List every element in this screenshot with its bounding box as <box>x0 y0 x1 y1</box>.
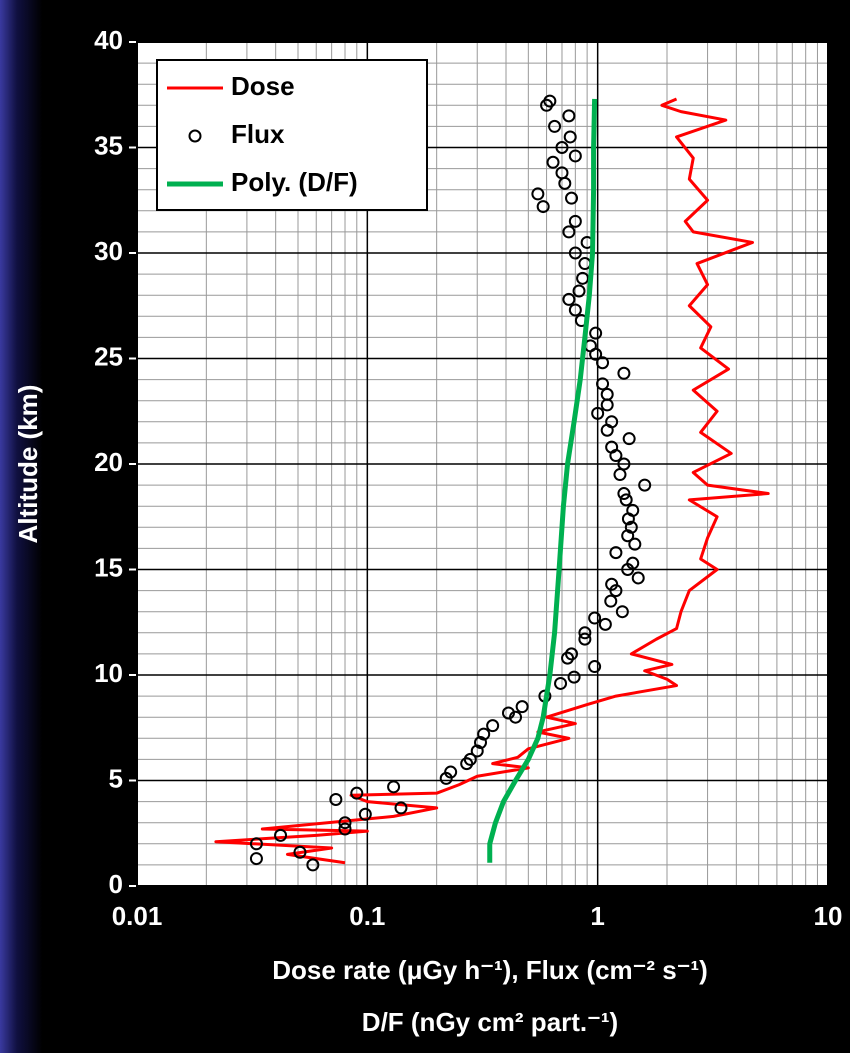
data-point <box>350 786 364 800</box>
data-point <box>578 632 592 646</box>
plot-border <box>136 41 829 887</box>
data-point <box>589 326 603 340</box>
data-point <box>531 187 545 201</box>
data-point <box>555 141 569 154</box>
y-tick-label: 15 <box>94 552 123 582</box>
y-tick-label: 25 <box>94 341 123 371</box>
legend-label: Flux <box>231 119 285 149</box>
data-point <box>576 271 590 285</box>
data-point <box>562 225 576 239</box>
data-point <box>596 377 610 391</box>
data-point <box>561 651 575 665</box>
data-point <box>548 119 562 133</box>
legend-label: Poly. (D/F) <box>231 167 358 197</box>
data-line <box>487 98 598 863</box>
data-point <box>568 214 582 228</box>
x-axis-label: Dose rate (μGy h⁻¹), Flux (cm⁻² s⁻¹) <box>272 955 708 985</box>
data-point <box>588 611 602 625</box>
data-point <box>509 710 523 724</box>
data-point <box>338 822 352 836</box>
data-point <box>474 736 488 750</box>
data-point <box>463 752 477 766</box>
data-point <box>605 440 619 454</box>
data-point <box>329 792 343 806</box>
data-point <box>536 200 550 214</box>
data-point <box>554 676 568 690</box>
data-point <box>293 845 307 859</box>
x-tick-label: 0.1 <box>349 901 385 931</box>
data-point <box>501 706 515 720</box>
data-point <box>477 727 491 741</box>
data-point <box>638 478 652 492</box>
data-point <box>470 744 484 758</box>
data-point <box>626 556 640 570</box>
data-point <box>624 520 638 534</box>
data-point <box>578 626 592 640</box>
data-point <box>631 571 645 585</box>
data-point <box>274 828 288 842</box>
data-point <box>515 700 529 714</box>
data-point <box>609 546 623 560</box>
legend-swatch <box>188 129 202 143</box>
data-point <box>591 406 605 420</box>
data-point <box>622 432 636 446</box>
data-point <box>249 852 263 866</box>
data-point <box>486 719 500 733</box>
data-point <box>387 780 401 794</box>
x-tick-label: 10 <box>814 901 843 931</box>
y-tick-label: 5 <box>109 763 123 793</box>
data-line <box>214 97 770 865</box>
y-tick-label: 40 <box>94 25 123 55</box>
data-point <box>555 166 569 180</box>
data-point <box>619 493 633 507</box>
legend-label: Dose <box>231 71 295 101</box>
data-point <box>617 366 631 380</box>
data-point <box>568 246 582 260</box>
y-axis-label: Altitude (km) <box>13 385 43 544</box>
data-point <box>358 807 372 821</box>
data-point <box>605 577 619 591</box>
x-tick-label: 0.01 <box>112 901 163 931</box>
data-point <box>306 858 320 872</box>
x-axis-label: D/F (nGy cm² part.⁻¹) <box>362 1007 618 1037</box>
data-point <box>394 801 408 815</box>
data-point <box>628 537 642 551</box>
data-point <box>546 155 560 169</box>
y-tick-label: 10 <box>94 658 123 688</box>
x-tick-label: 1 <box>590 901 604 931</box>
y-tick-label: 30 <box>94 236 123 266</box>
y-tick-label: 35 <box>94 130 123 160</box>
data-point <box>568 149 582 163</box>
data-point <box>567 670 581 684</box>
data-point <box>604 594 618 608</box>
data-point <box>617 457 631 471</box>
y-tick-label: 0 <box>109 869 123 899</box>
data-point <box>338 816 352 830</box>
data-point <box>605 415 619 429</box>
data-point <box>598 617 612 631</box>
data-point <box>617 487 631 501</box>
data-point <box>600 387 614 401</box>
data-point <box>562 292 576 306</box>
data-point <box>568 303 582 317</box>
data-point <box>543 94 557 108</box>
y-tick-label: 20 <box>94 447 123 477</box>
data-point <box>444 765 458 779</box>
data-point <box>596 356 610 370</box>
data-point <box>563 130 577 144</box>
data-point <box>249 837 263 851</box>
data-point <box>588 660 602 674</box>
data-point <box>626 503 640 517</box>
data-point <box>615 605 629 619</box>
data-point <box>565 647 579 661</box>
data-point <box>572 284 586 298</box>
data-point <box>565 191 579 205</box>
data-point <box>562 109 576 123</box>
